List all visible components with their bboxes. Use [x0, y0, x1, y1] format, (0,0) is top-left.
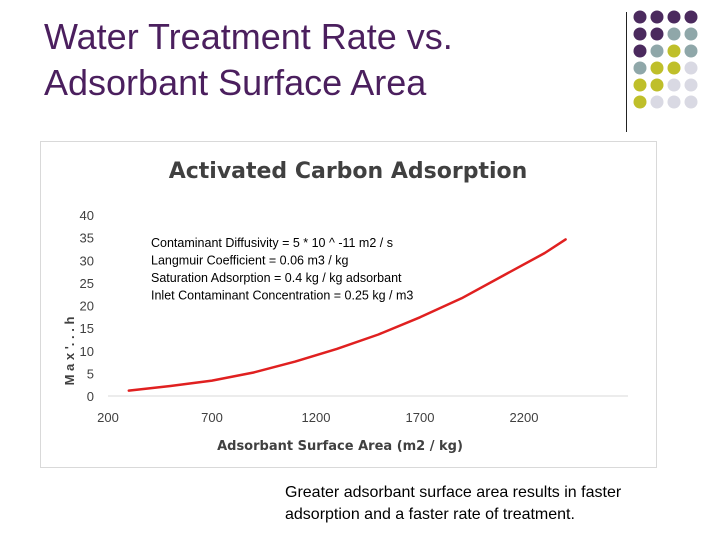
- decorative-dot: [650, 95, 664, 109]
- caption-line1: Greater adsorbant surface area results i…: [285, 484, 622, 501]
- chart-frame: [40, 141, 657, 468]
- decorative-dot: [650, 27, 664, 41]
- y-tick-label: 0: [87, 389, 94, 404]
- decorative-dot: [684, 44, 698, 58]
- x-tick-label: 2200: [510, 410, 539, 425]
- slide-title-line2: Adsorbant Surface Area: [44, 62, 427, 103]
- chart-annotation: Saturation Adsorption = 0.4 kg / kg adso…: [151, 271, 402, 285]
- chart-annotation: Langmuir Coefficient = 0.06 m3 / kg: [151, 254, 348, 268]
- decorative-dot: [667, 10, 681, 24]
- decorative-dot: [667, 95, 681, 109]
- decorative-dot: [684, 27, 698, 41]
- y-tick-label: 20: [80, 299, 94, 314]
- y-tick-label: 10: [80, 344, 94, 359]
- decorative-dot: [667, 27, 681, 41]
- x-tick-label: 700: [201, 410, 223, 425]
- slide-title-line1: Water Treatment Rate vs.: [44, 16, 453, 57]
- y-tick-label: 35: [80, 231, 94, 246]
- decorative-dot: [684, 61, 698, 75]
- decorative-dot: [667, 78, 681, 92]
- y-tick-label: 30: [80, 253, 94, 268]
- x-tick-label: 1200: [302, 410, 331, 425]
- decorative-dot: [633, 10, 647, 24]
- decorative-dot: [633, 95, 647, 109]
- slide-caption: Greater adsorbant surface area results i…: [285, 482, 705, 526]
- y-axis-label: M a x '. . . h: [62, 317, 77, 386]
- decorative-dot: [633, 78, 647, 92]
- y-tick-label: 15: [80, 321, 94, 336]
- decorative-dot: [667, 44, 681, 58]
- y-tick-label: 25: [80, 276, 94, 291]
- decorative-dot: [650, 10, 664, 24]
- y-tick-label: 5: [87, 366, 94, 381]
- caption-line2: adsorption and a faster rate of treatmen…: [285, 506, 575, 523]
- x-axis-label: Adsorbant Surface Area (m2 / kg): [217, 439, 463, 454]
- decorative-dot: [650, 61, 664, 75]
- decorative-dot: [633, 44, 647, 58]
- slide-title: Water Treatment Rate vs. Adsorbant Surfa…: [44, 14, 604, 106]
- decorative-divider: [626, 12, 627, 132]
- decorative-dot: [650, 78, 664, 92]
- decorative-dot: [684, 95, 698, 109]
- decorative-dot: [667, 61, 681, 75]
- decorative-dot-grid: [633, 10, 698, 109]
- decorative-dot: [684, 10, 698, 24]
- chart-title: Activated Carbon Adsorption: [169, 159, 528, 184]
- series-line: [127, 238, 567, 392]
- line-chart: Activated Carbon Adsorption 0 5 10 15 20 25 30 3…: [62, 159, 628, 454]
- x-tick-label: 200: [97, 410, 119, 425]
- chart-annotation: Inlet Contaminant Concentration = 0.25 k…: [151, 289, 413, 303]
- decorative-dot: [684, 78, 698, 92]
- x-tick-label: 1700: [406, 410, 435, 425]
- y-tick-label: 40: [80, 208, 94, 223]
- chart-annotation: Contaminant Diffusivity = 5 * 10 ^ -11 m…: [151, 236, 393, 250]
- decorative-dot: [633, 27, 647, 41]
- decorative-dot: [650, 44, 664, 58]
- decorative-dot: [633, 61, 647, 75]
